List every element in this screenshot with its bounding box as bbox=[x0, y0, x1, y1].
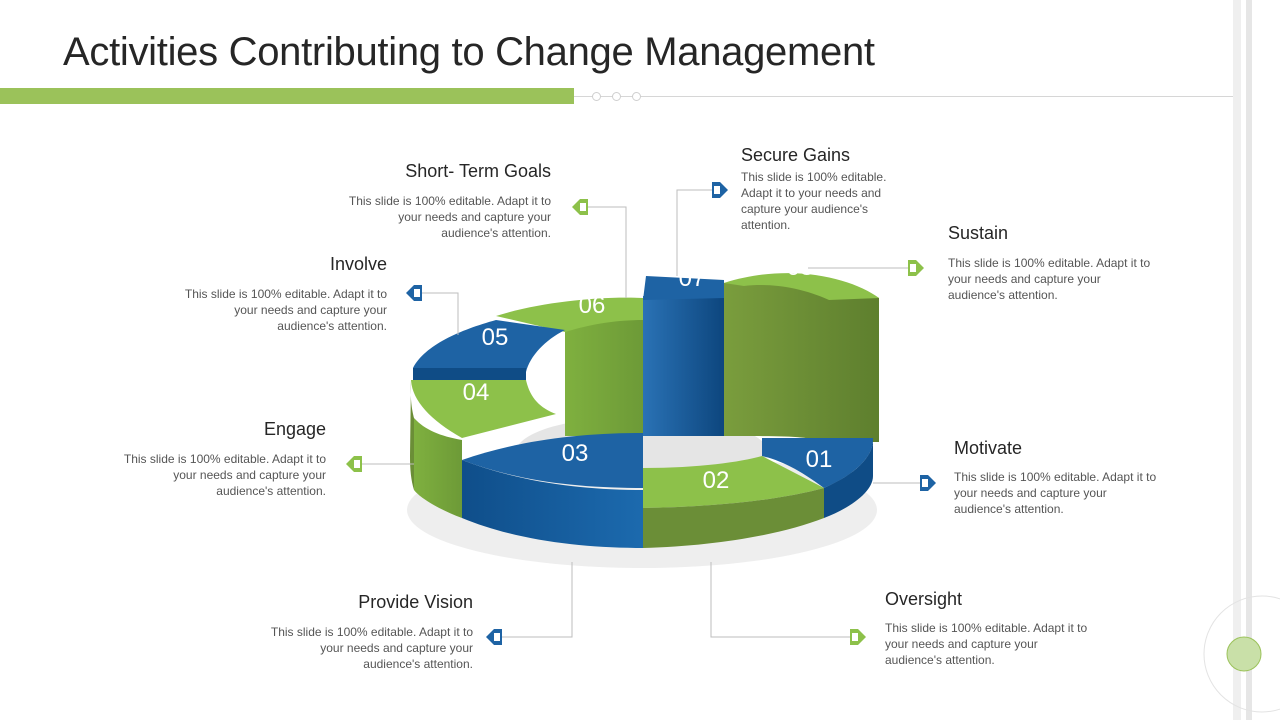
segment-04 bbox=[410, 380, 556, 518]
arrow-icon bbox=[486, 629, 502, 645]
segment-03 bbox=[462, 433, 643, 548]
segment-number-01: 01 bbox=[806, 446, 833, 473]
provide-vision-description: This slide is 100% editable. Adapt it to… bbox=[270, 625, 473, 671]
segment-08 bbox=[724, 273, 879, 442]
segment-07 bbox=[643, 276, 724, 436]
side-strip bbox=[1246, 0, 1252, 720]
arrow-icon bbox=[346, 456, 362, 472]
header-dot bbox=[612, 92, 621, 101]
segment-number-02: 02 bbox=[703, 467, 730, 494]
segment-number-03: 03 bbox=[562, 440, 589, 467]
page-title: Activities Contributing to Change Manage… bbox=[63, 30, 875, 74]
arrow-icon bbox=[572, 199, 588, 215]
header-divider bbox=[574, 96, 1234, 97]
oversight-heading: Oversight bbox=[885, 589, 963, 609]
motivate-heading: Motivate bbox=[954, 438, 1023, 458]
sustain-description: This slide is 100% editable. Adapt it to… bbox=[948, 256, 1151, 302]
decorative-circle bbox=[1203, 595, 1280, 713]
segment-number-06: 06 bbox=[579, 292, 606, 319]
title-accent-bar bbox=[0, 88, 574, 104]
side-strip bbox=[1233, 0, 1241, 720]
connector-lines bbox=[362, 189, 920, 638]
segment-number-07: 07 bbox=[679, 265, 706, 292]
short-term-goals-heading: Short- Term Goals bbox=[405, 161, 551, 181]
header-dot bbox=[632, 92, 641, 101]
short-term-goals-description: This slide is 100% editable. Adapt it to… bbox=[348, 194, 551, 240]
involve-description: This slide is 100% editable. Adapt it to… bbox=[184, 287, 387, 333]
sustain-heading: Sustain bbox=[948, 223, 1009, 243]
arrow-icon bbox=[712, 182, 728, 198]
segment-05 bbox=[413, 320, 565, 380]
engage-description: This slide is 100% editable. Adapt it to… bbox=[123, 452, 326, 498]
involve-heading: Involve bbox=[329, 254, 387, 274]
segment-number-05: 05 bbox=[482, 324, 509, 351]
decorative-circle bbox=[1226, 636, 1262, 672]
oversight-description: This slide is 100% editable. Adapt it to… bbox=[885, 621, 1088, 667]
arrow-icon bbox=[920, 475, 936, 491]
secure-gains-description: This slide is 100% editable. Adapt it to… bbox=[741, 170, 887, 232]
motivate-description: This slide is 100% editable. Adapt it to… bbox=[954, 470, 1157, 516]
engage-heading: Engage bbox=[263, 419, 326, 439]
header-dot bbox=[592, 92, 601, 101]
arrow-icon bbox=[850, 629, 866, 645]
segment-01 bbox=[762, 438, 874, 518]
arrow-icon bbox=[908, 260, 924, 276]
segment-number-04: 04 bbox=[463, 379, 490, 406]
arrow-icon bbox=[406, 285, 422, 301]
provide-vision-heading: Provide Vision bbox=[358, 592, 473, 612]
segment-02 bbox=[643, 456, 824, 548]
secure-gains-heading: Secure Gains bbox=[741, 145, 851, 165]
segment-06 bbox=[496, 297, 643, 436]
